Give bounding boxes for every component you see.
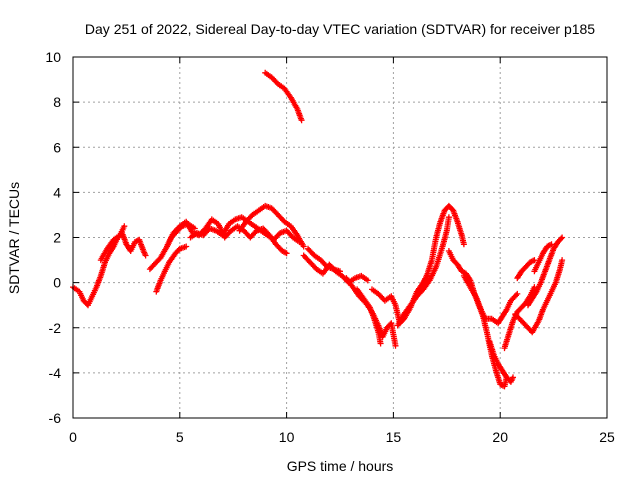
data-marks xyxy=(70,69,566,390)
data-point-markers xyxy=(305,245,343,275)
y-tick-label: -2 xyxy=(49,320,62,336)
y-tick-label: 8 xyxy=(53,94,61,110)
data-point-markers xyxy=(354,286,384,347)
x-tick-label: 20 xyxy=(492,429,508,445)
y-tick-label: 0 xyxy=(53,275,61,291)
data-point-markers xyxy=(70,230,149,309)
data-point-markers xyxy=(153,243,190,295)
x-axis-label: GPS time / hours xyxy=(287,458,394,474)
data-point-markers xyxy=(486,338,516,385)
data-point-markers xyxy=(514,257,538,282)
data-point-markers xyxy=(460,272,521,327)
series-arc-6 xyxy=(187,214,303,245)
series-arc-2 xyxy=(97,223,128,264)
x-tick-label: 5 xyxy=(176,429,184,445)
series-arc-1 xyxy=(70,230,149,309)
chart-title: Day 251 of 2022, Sidereal Day-to-day VTE… xyxy=(85,21,595,37)
x-tick-label: 10 xyxy=(279,429,295,445)
y-tick-label: -6 xyxy=(49,410,62,426)
data-point-markers xyxy=(97,223,128,264)
series-arc-4 xyxy=(153,243,190,295)
x-tick-label: 0 xyxy=(69,429,77,445)
series-arc-10 xyxy=(305,245,343,275)
series-arc-20 xyxy=(512,257,566,336)
data-point-markers xyxy=(501,284,538,352)
data-point-markers xyxy=(525,234,566,309)
plot-frame xyxy=(72,56,608,419)
series-arc-18 xyxy=(486,338,516,385)
series-arc-23 xyxy=(531,241,555,275)
data-point-markers xyxy=(394,214,452,329)
data-point-markers xyxy=(236,202,307,250)
x-tick-label: 15 xyxy=(386,429,402,445)
axis-ticks: 0 5 10 15 20 25 -6 -4 -2 0 2 4 6 8 10 xyxy=(45,49,615,445)
data-point-markers xyxy=(512,257,566,336)
data-point-markers xyxy=(411,202,467,302)
series-arc-14 xyxy=(394,214,452,329)
series-arc-12 xyxy=(354,286,384,347)
data-point-markers xyxy=(187,214,303,245)
y-tick-label: 2 xyxy=(53,230,61,246)
data-point-markers xyxy=(262,69,305,124)
series-arc-22 xyxy=(525,234,566,309)
data-point-markers xyxy=(531,241,555,275)
y-tick-label: 6 xyxy=(53,139,61,155)
grid xyxy=(73,57,607,418)
series-arc-7 xyxy=(236,202,307,250)
y-tick-label: -4 xyxy=(49,365,62,381)
y-tick-label: 10 xyxy=(45,49,61,65)
series-arc-21 xyxy=(514,257,538,282)
series-arc-15 xyxy=(411,202,467,302)
series-arc-17 xyxy=(460,272,521,327)
x-tick-label: 25 xyxy=(599,429,615,445)
series-arc-19 xyxy=(501,284,538,352)
y-axis-label: SDTVAR / TECUs xyxy=(6,182,22,294)
y-tick-label: 4 xyxy=(53,184,61,200)
series-arc-8 xyxy=(262,69,305,124)
